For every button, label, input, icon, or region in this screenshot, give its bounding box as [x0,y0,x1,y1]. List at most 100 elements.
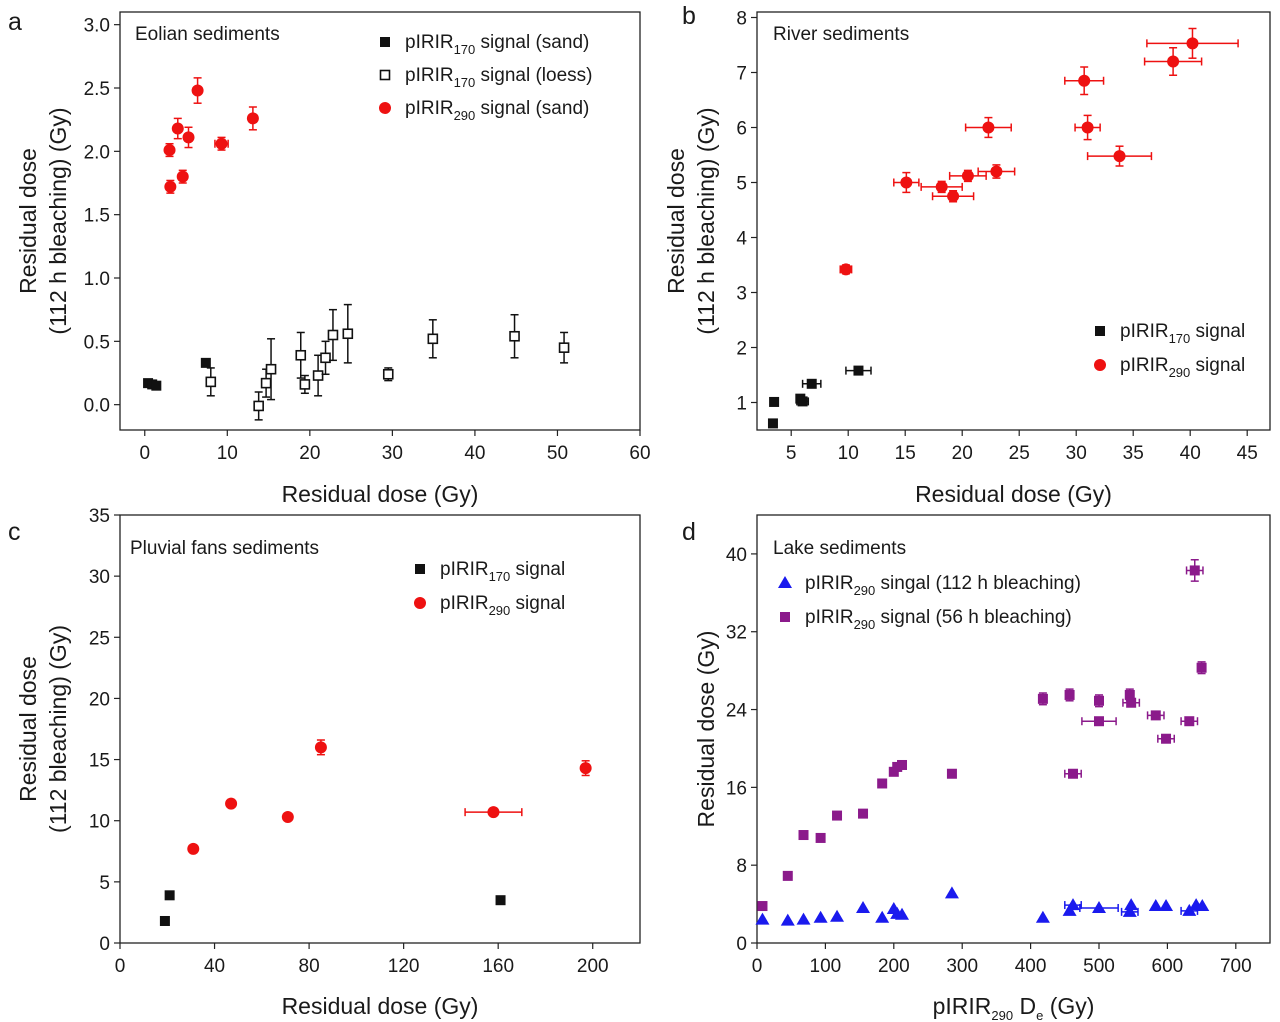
plot-frame [119,11,641,431]
legend-name-tail: signal (loess) [475,65,592,86]
y-tick-label: 4 [736,229,747,250]
data-point [1124,898,1139,911]
data-point [246,112,259,125]
x-tick-label: 40 [204,956,225,977]
x-tick-label: 400 [1015,956,1047,977]
x-tick-label: 0 [139,443,150,464]
data-point [1150,710,1161,721]
legend-name-sub: 290 [489,603,511,618]
series-1 [205,303,570,421]
data-point [487,806,500,819]
legend-name-base: pIRIR [405,32,454,53]
series-2 [163,77,259,194]
y-tick-label: 25 [89,628,110,649]
legend-name-sub: 170 [1169,331,1191,346]
data-point [163,144,176,157]
data-point [1159,899,1174,912]
data-point [757,901,768,912]
legend-name-tail: signal [510,593,565,614]
x-tick-label: 5 [786,443,797,464]
data-point [961,169,974,182]
data-point [769,396,780,407]
data-point [755,912,770,925]
y-tick-label: 20 [89,689,110,710]
legend-entry: pIRIR290 signal (56 h bleaching) [805,607,1072,632]
legend-name-tail: signal [1190,355,1245,376]
y-axis-label: (112 h bleaching) (Gy) [693,107,719,334]
legend-entry: pIRIR170 signal (loess) [405,65,593,90]
data-point [265,363,277,375]
data-point [1035,910,1050,923]
x-tick-label: 50 [547,443,568,464]
legend-name-tail: signal (sand) [475,32,589,53]
data-point [815,832,826,843]
data-point [946,768,957,779]
plot-frame [756,514,1271,944]
series-0 [159,890,506,926]
x-tick-label: 20 [299,443,320,464]
data-point [299,379,311,390]
data-point [159,915,170,926]
panel-label: d [682,518,696,546]
data-point [1186,37,1199,50]
y-tick-label: 2.5 [84,79,110,100]
data-point [813,910,828,923]
data-point [164,890,175,901]
y-tick-label: 1.5 [84,206,110,227]
y-tick-label: 5 [736,174,747,195]
panel-a: 0 10 20 30 40 50 60 0.0 0.5 1.0 1.5 2.0 2.5 3.0 a Eolia… [8,8,651,507]
data-point [1148,899,1163,912]
legend-name-sub: 170 [489,569,511,584]
x-axis-label-mid: D [1013,993,1036,1019]
x-tick-label: 60 [629,443,650,464]
x-axis-label: pIRIR290 De (Gy) [933,993,1095,1022]
data-point [839,263,852,276]
series-0 [143,357,211,391]
data-point [1081,121,1094,134]
data-point [225,797,238,810]
x-tick-label: 0 [115,956,126,977]
x-tick-label: 30 [382,443,403,464]
x-tick-label: 0 [752,956,763,977]
data-point [558,342,570,353]
series-1 [839,27,1239,276]
y-axis-label: Residual dose [663,148,689,294]
legend-name-tail: signal (56 h bleaching) [875,607,1071,628]
y-tick-label: 16 [726,778,747,799]
data-point [1122,904,1137,917]
data-point [782,870,793,881]
legend-entry: pIRIR290 signal [1120,355,1245,380]
panel-title: Eolian sediments [135,24,280,45]
panel-title: Lake sediments [773,538,906,559]
legend-marker [380,37,390,47]
legend-marker [1095,326,1105,336]
data-point [1068,768,1079,779]
data-point [806,378,817,389]
legend-name-base: pIRIR [805,573,854,594]
data-point [875,910,890,923]
data-point [1113,150,1126,163]
data-point [495,895,506,906]
data-point [935,180,948,193]
series-1 [187,739,592,855]
y-tick-label: 0.0 [84,396,110,417]
x-tick-label: 35 [1123,443,1144,464]
data-point [579,762,592,775]
series-0 [767,365,872,429]
series-1 [757,558,1207,912]
panel-label: c [8,518,21,546]
data-point [1126,697,1137,708]
legend-name-base: pIRIR [1120,321,1169,342]
data-point [796,912,811,925]
data-point [187,842,200,855]
data-point [856,900,871,913]
legend-entry: pIRIR170 signal [440,559,565,584]
legend-entry: pIRIR290 singal (112 h bleaching) [805,573,1081,598]
y-axis-label: Residual dose (Gy) [693,631,719,828]
y-tick-label: 1 [736,394,747,415]
data-point [853,365,864,376]
x-tick-label: 10 [838,443,859,464]
data-point [382,368,394,380]
